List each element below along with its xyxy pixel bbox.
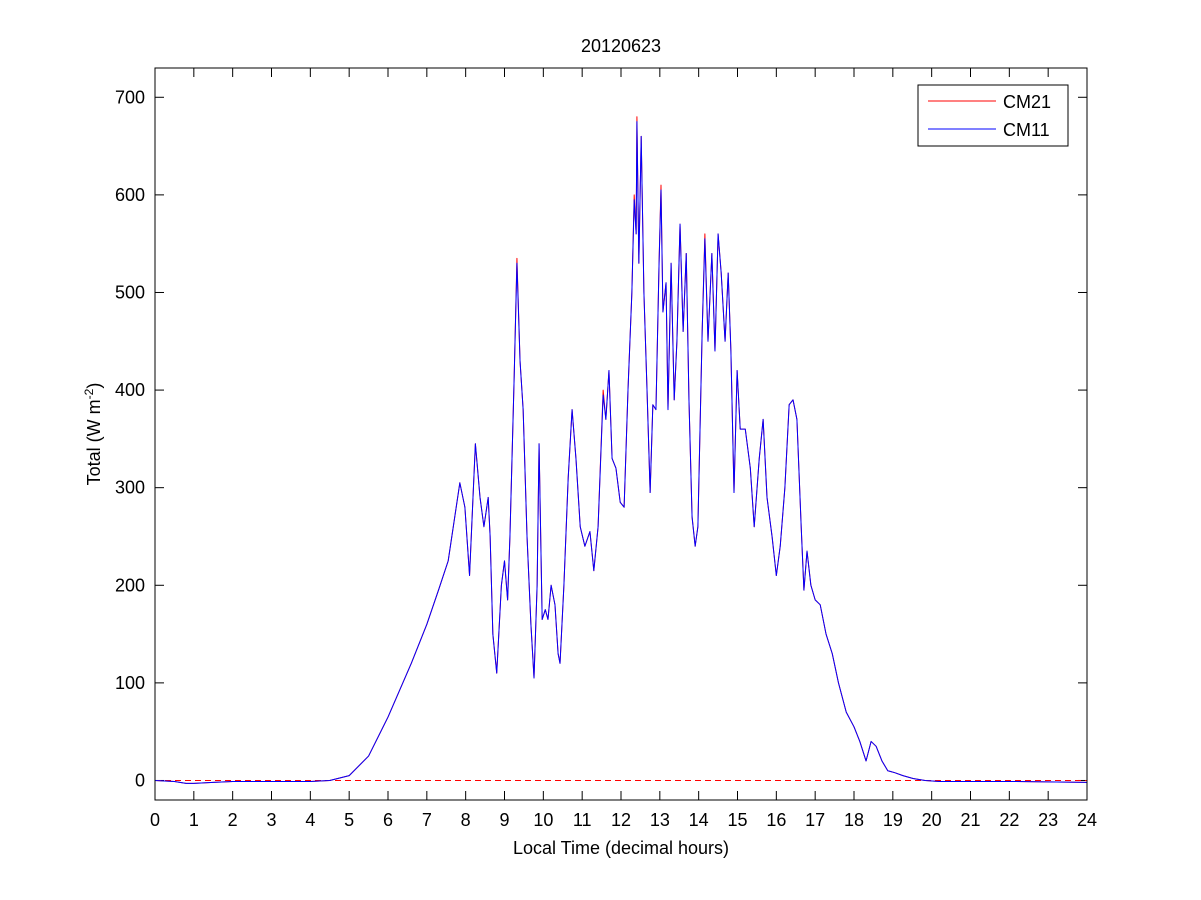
axes-box [154, 67, 1088, 801]
x-tick-label: 9 [499, 810, 509, 830]
x-tick-label: 7 [422, 810, 432, 830]
x-axis-label: Local Time (decimal hours) [513, 838, 729, 858]
x-tick-label: 5 [344, 810, 354, 830]
x-tick-label: 24 [1077, 810, 1097, 830]
x-tick-label: 8 [461, 810, 471, 830]
x-tick-label: 13 [650, 810, 670, 830]
x-tick-label: 6 [383, 810, 393, 830]
x-tick-label: 12 [611, 810, 631, 830]
y-axis-label-end: ) [84, 383, 104, 389]
legend-label: CM21 [1003, 92, 1051, 112]
x-tick-label: 20 [922, 810, 942, 830]
data-line [154, 121, 1088, 784]
y-tick-label: 700 [115, 87, 145, 107]
y-tick-label: 500 [115, 282, 145, 302]
x-tick-label: 22 [999, 810, 1019, 830]
chart-title: 20120623 [581, 36, 661, 56]
x-tick-label: 23 [1038, 810, 1058, 830]
x-tick-label: 14 [689, 810, 709, 830]
x-tick-label: 16 [766, 810, 786, 830]
x-tick-label: 19 [883, 810, 903, 830]
y-axis-label-sup: -2 [82, 388, 96, 399]
y-tick-label: 200 [115, 575, 145, 595]
y-tick-label: 100 [115, 673, 145, 693]
y-tick-label: 0 [135, 770, 145, 790]
x-tick-label: 17 [805, 810, 825, 830]
x-tick-label: 0 [150, 810, 160, 830]
y-tick-label: 400 [115, 380, 145, 400]
legend-box [917, 84, 1069, 147]
x-tick-label: 21 [960, 810, 980, 830]
x-tick-label: 3 [266, 810, 276, 830]
y-axis-label: Total (W m-2) [82, 383, 104, 486]
x-tick-label: 11 [573, 810, 592, 830]
x-tick-label: 2 [228, 810, 238, 830]
x-tick-label: 15 [727, 810, 747, 830]
x-tick-label: 1 [189, 810, 199, 830]
y-tick-label: 300 [115, 478, 145, 498]
y-axis-label-text: Total (W m [84, 399, 104, 485]
x-tick-label: 10 [533, 810, 553, 830]
x-tick-label: 4 [305, 810, 315, 830]
legend-label: CM11 [1003, 120, 1050, 140]
x-tick-label: 18 [844, 810, 864, 830]
y-tick-label: 600 [115, 185, 145, 205]
